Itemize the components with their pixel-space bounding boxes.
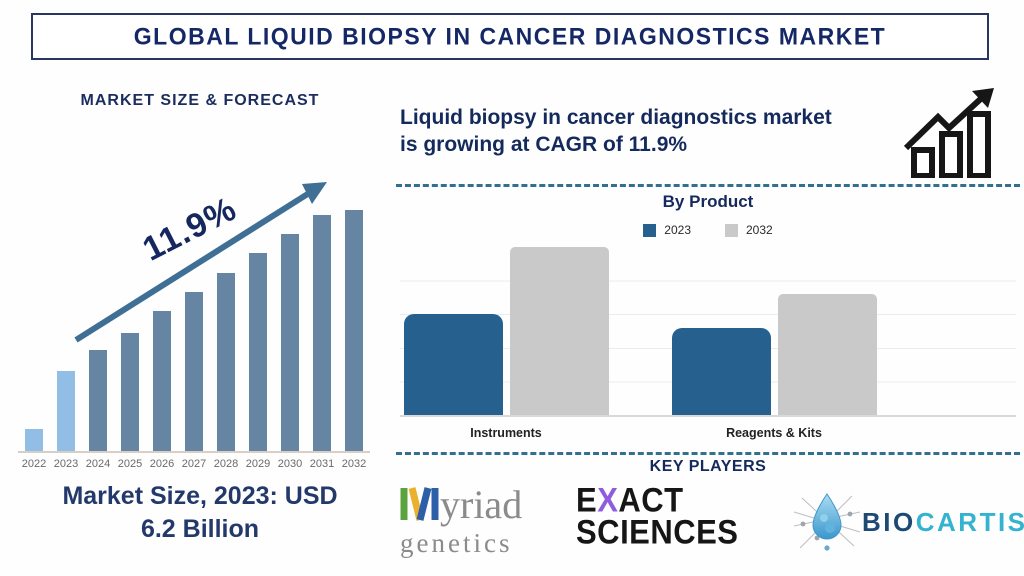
myriad-m-icon [400, 487, 439, 521]
cagr-statement-line1: Liquid biopsy in cancer diagnostics mark… [400, 106, 832, 129]
year-label-2023: 2023 [53, 458, 79, 470]
forecast-column-2025: 2025 [114, 210, 146, 470]
forecast-column-2030: 2030 [274, 210, 306, 470]
cagr-statement: Liquid biopsy in cancer diagnostics mark… [400, 104, 832, 159]
biocartis-droplet-icon [794, 493, 860, 551]
sciences-wordmark: SCIENCES [576, 513, 739, 552]
forecast-bar-2032 [345, 210, 363, 451]
forecast-bar-2028 [217, 272, 235, 451]
year-label-2025: 2025 [117, 458, 143, 470]
byproduct-bar-reagents-kits-2023 [672, 327, 771, 415]
forecast-bar-2022 [25, 429, 43, 451]
market-size-note-line1: Market Size, 2023: USD [62, 482, 338, 510]
right-panel: Liquid biopsy in cancer diagnostics mark… [396, 88, 1024, 566]
genetics-wordmark: genetics [400, 528, 513, 558]
page-title: GLOBAL LIQUID BIOPSY IN CANCER DIAGNOSTI… [133, 22, 887, 50]
exact-sciences-logo: EXACT SCIENCES [576, 480, 739, 552]
biocartis-bio-text: BIO [862, 506, 916, 537]
forecast-column-2024: 2024 [82, 210, 114, 470]
forecast-bar-2026 [153, 311, 171, 451]
myriad-wordmark: yriad [440, 482, 523, 527]
forecast-column-2028: 2028 [210, 210, 242, 470]
cagr-statement-line2: is growing at CAGR of 11.9% [400, 133, 688, 157]
category-label-instruments: Instruments [470, 426, 542, 440]
forecast-column-2029: 2029 [242, 210, 274, 470]
forecast-column-2031: 2031 [306, 210, 338, 470]
forecast-bar-2023 [57, 371, 75, 451]
forecast-bar-2029 [249, 253, 267, 451]
market-size-note: Market Size, 2023: USD 6.2 Billion [14, 480, 386, 545]
legend-swatch-2023 [643, 223, 657, 237]
biocartis-cartis-text: CARTIS [915, 506, 1024, 537]
legend-item-2032: 2032 [725, 223, 773, 237]
year-label-2029: 2029 [245, 458, 271, 470]
forecast-column-2022: 2022 [18, 210, 50, 470]
market-size-note-line2: 6.2 Billion [140, 514, 260, 543]
forecast-bar-2027 [185, 291, 203, 451]
year-label-2022: 2022 [21, 458, 47, 470]
by-product-legend: 2023 2032 [396, 223, 1020, 237]
legend-item-2023: 2023 [643, 223, 691, 237]
legend-swatch-2032 [725, 223, 738, 237]
forecast-bar-2031 [313, 214, 331, 451]
year-label-2024: 2024 [85, 458, 111, 470]
by-product-bar-chart [400, 247, 1016, 417]
year-label-2026: 2026 [149, 458, 175, 470]
forecast-column-2032: 2032 [338, 210, 370, 470]
biocartis-logo: BIOCARTIS [794, 490, 1024, 554]
key-players-row: yriad genetics EXACT SCIENCES [396, 480, 1024, 566]
category-label-reagents-kits: Reagents & Kits [726, 426, 822, 440]
bar-chart-growth-icon [903, 88, 994, 178]
byproduct-bar-reagents-kits-2032 [778, 294, 877, 415]
forecast-bar-2030 [281, 234, 299, 451]
forecast-bar-2025 [121, 332, 139, 451]
key-players-heading: KEY PLAYERS [649, 458, 767, 475]
year-label-2031: 2031 [309, 458, 335, 470]
exact-purple-x: X [597, 480, 619, 520]
dashed-divider-top [396, 184, 1020, 187]
forecast-column-2023: 2023 [50, 210, 82, 470]
dashed-divider-bottom [396, 452, 1020, 455]
market-size-forecast-panel: MARKET SIZE & FORECAST 2022 2023 2024 2025 2… [14, 92, 386, 562]
forecast-column-2026: 2026 [146, 210, 178, 470]
byproduct-bar-instruments-2032 [510, 247, 609, 415]
year-label-2032: 2032 [341, 458, 367, 470]
forecast-heading: MARKET SIZE & FORECAST [80, 92, 320, 109]
by-product-title: By Product [662, 192, 754, 211]
myriad-genetics-logo: yriad genetics [398, 484, 522, 559]
legend-label-2023: 2023 [664, 223, 691, 237]
legend-label-2032: 2032 [746, 223, 773, 237]
title-banner: GLOBAL LIQUID BIOPSY IN CANCER DIAGNOSTI… [31, 13, 989, 60]
year-label-2027: 2027 [181, 458, 207, 470]
year-label-2030: 2030 [277, 458, 303, 470]
year-label-2028: 2028 [213, 458, 239, 470]
byproduct-bar-instruments-2023 [404, 314, 503, 415]
forecast-bar-2024 [89, 349, 107, 451]
